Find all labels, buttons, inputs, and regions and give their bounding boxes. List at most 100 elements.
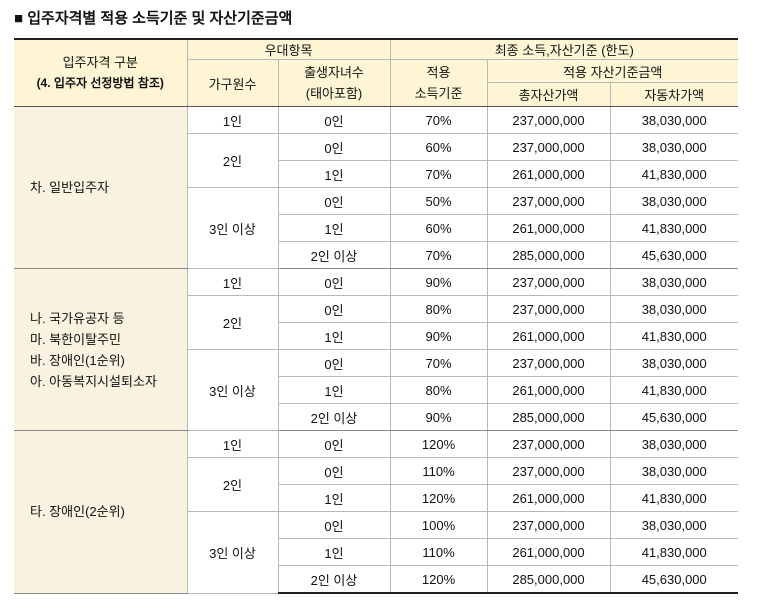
children: 2인 이상 bbox=[278, 565, 391, 594]
table-row: 2인 이상 90% 285,000,000 45,630,000 bbox=[14, 403, 738, 431]
car-value: 41,830,000 bbox=[609, 322, 738, 350]
table-row: 1인 110% 261,000,000 41,830,000 bbox=[14, 538, 738, 566]
total-assets: 237,000,000 bbox=[486, 430, 611, 458]
children: 0인 bbox=[277, 187, 391, 215]
table-row: 2인 0인 110% 237,000,000 38,030,000 bbox=[14, 457, 738, 512]
income-ratio: 70% bbox=[389, 349, 488, 377]
table-row: 1인 70% 261,000,000 41,830,000 bbox=[14, 160, 738, 188]
total-assets: 261,000,000 bbox=[486, 538, 611, 566]
income-ratio: 70% bbox=[389, 241, 488, 269]
car-value: 38,030,000 bbox=[609, 511, 738, 539]
income-ratio: 50% bbox=[389, 187, 488, 215]
income-ratio: 70% bbox=[389, 106, 488, 134]
group-label: 바. 장애인(1순위) bbox=[30, 352, 125, 368]
children: 1인 bbox=[278, 538, 391, 566]
total-assets: 237,000,000 bbox=[486, 511, 611, 539]
income-ratio: 120% bbox=[389, 430, 488, 458]
title: ■ 입주자격별 적용 소득기준 및 자산기준금액 bbox=[14, 10, 293, 27]
children: 0인 bbox=[277, 430, 391, 458]
income-ratio: 60% bbox=[389, 214, 488, 242]
table-row: 2인 이상 120% 285,000,000 45,630,000 bbox=[14, 565, 738, 594]
household-size: 3인 이상 bbox=[187, 349, 279, 431]
total-assets: 285,000,000 bbox=[486, 241, 611, 269]
car-value: 38,030,000 bbox=[609, 187, 738, 215]
group-label: 차. 일반입주자 bbox=[30, 180, 109, 195]
children: 1인 bbox=[278, 214, 391, 242]
children: 0인 bbox=[277, 268, 391, 296]
children: 1인 bbox=[278, 160, 391, 188]
table-row: 3인 이상 0인 70% 237,000,000 38,030,000 bbox=[14, 349, 738, 431]
total-assets: 237,000,000 bbox=[486, 349, 611, 377]
children: 0인 bbox=[277, 457, 391, 485]
car-value: 45,630,000 bbox=[609, 241, 738, 269]
children: 2인 이상 bbox=[278, 403, 391, 431]
children: 0인 bbox=[277, 295, 391, 323]
children: 0인 bbox=[277, 133, 391, 161]
income-ratio: 90% bbox=[389, 322, 488, 350]
income-ratio: 110% bbox=[389, 538, 488, 566]
table-row: 3인 이상 0인 100% 237,000,000 38,030,000 bbox=[14, 511, 738, 594]
total-assets: 261,000,000 bbox=[486, 322, 611, 350]
household-size: 3인 이상 bbox=[187, 511, 279, 594]
header-cell: 자동차가액 bbox=[609, 82, 738, 107]
group-label: 마. 북한이탈주민 bbox=[30, 331, 121, 347]
car-value: 41,830,000 bbox=[609, 214, 738, 242]
car-value: 38,030,000 bbox=[609, 133, 738, 161]
household-size: 2인 bbox=[187, 133, 279, 188]
children: 1인 bbox=[278, 484, 391, 512]
group-cell: 타. 장애인(2순위) bbox=[14, 430, 188, 594]
car-value: 38,030,000 bbox=[609, 268, 738, 296]
car-value: 41,830,000 bbox=[609, 376, 738, 404]
car-value: 38,030,000 bbox=[609, 457, 738, 485]
income-ratio: 80% bbox=[389, 376, 488, 404]
table-row: 타. 장애인(2순위) 1인 0인 120% 237,000,000 38,030,000 bbox=[14, 430, 738, 594]
total-assets: 237,000,000 bbox=[486, 187, 611, 215]
total-assets: 237,000,000 bbox=[486, 457, 611, 485]
header-text: 출생자녀수 bbox=[304, 65, 364, 80]
car-value: 38,030,000 bbox=[609, 349, 738, 377]
table-row: 1인 80% 261,000,000 41,830,000 bbox=[14, 376, 738, 404]
total-assets: 285,000,000 bbox=[486, 565, 611, 594]
group-label: 아. 아동복지시설퇴소자 bbox=[30, 373, 157, 389]
household-size: 1인 bbox=[186, 268, 279, 296]
children: 0인 bbox=[277, 106, 391, 134]
household-size: 1인 bbox=[186, 430, 279, 458]
children: 1인 bbox=[278, 376, 391, 404]
header-text: 소득기준 bbox=[414, 86, 463, 101]
income-ratio: 70% bbox=[389, 160, 488, 188]
table-row: 1인 90% 261,000,000 41,830,000 bbox=[14, 322, 738, 350]
table-row: 2인 0인 80% 237,000,000 38,030,000 bbox=[14, 295, 738, 350]
header-cell: 가구원수 bbox=[187, 59, 279, 107]
table-body: 차. 일반입주자 1인 0인 70% 237,000,000 38,030,000 2인 0인… bbox=[14, 106, 738, 594]
total-assets: 261,000,000 bbox=[486, 376, 611, 404]
income-ratio: 60% bbox=[389, 133, 488, 161]
income-ratio: 80% bbox=[389, 295, 488, 323]
header-cell: 적용 자산기준금액 bbox=[486, 59, 738, 83]
income-ratio: 90% bbox=[389, 268, 488, 296]
header-text: 입주자격 구분 bbox=[62, 55, 138, 70]
total-assets: 237,000,000 bbox=[486, 133, 611, 161]
header-cell: 최종 소득,자산기준 (한도) bbox=[389, 38, 738, 60]
income-ratio: 110% bbox=[389, 457, 488, 485]
household-size: 1인 bbox=[186, 106, 279, 134]
header-text: 적용 bbox=[426, 65, 451, 80]
group-label: 타. 장애인(2순위) bbox=[30, 504, 125, 520]
car-value: 38,030,000 bbox=[609, 430, 738, 458]
household-size: 2인 bbox=[187, 457, 279, 512]
table-row: 차. 일반입주자 1인 0인 70% 237,000,000 38,030,000 bbox=[14, 106, 738, 269]
total-assets: 261,000,000 bbox=[486, 484, 611, 512]
total-assets: 237,000,000 bbox=[486, 106, 611, 134]
children: 2인 이상 bbox=[278, 241, 391, 269]
income-ratio: 120% bbox=[389, 565, 488, 594]
car-value: 38,030,000 bbox=[609, 106, 738, 134]
household-size: 3인 이상 bbox=[187, 187, 279, 269]
table-row: 3인 이상 0인 50% 237,000,000 38,030,000 bbox=[14, 187, 738, 269]
group-label: 나. 국가유공자 등 bbox=[30, 310, 125, 326]
group-cell: 차. 일반입주자 bbox=[14, 106, 188, 269]
income-ratio: 100% bbox=[389, 511, 488, 539]
header-cell: 입주자격 구분 (4. 입주자 선정방법 참조) bbox=[14, 38, 188, 107]
header-cell: 총자산가액 bbox=[487, 82, 611, 107]
header-cell: 출생자녀수 (태아포함) bbox=[277, 59, 391, 107]
